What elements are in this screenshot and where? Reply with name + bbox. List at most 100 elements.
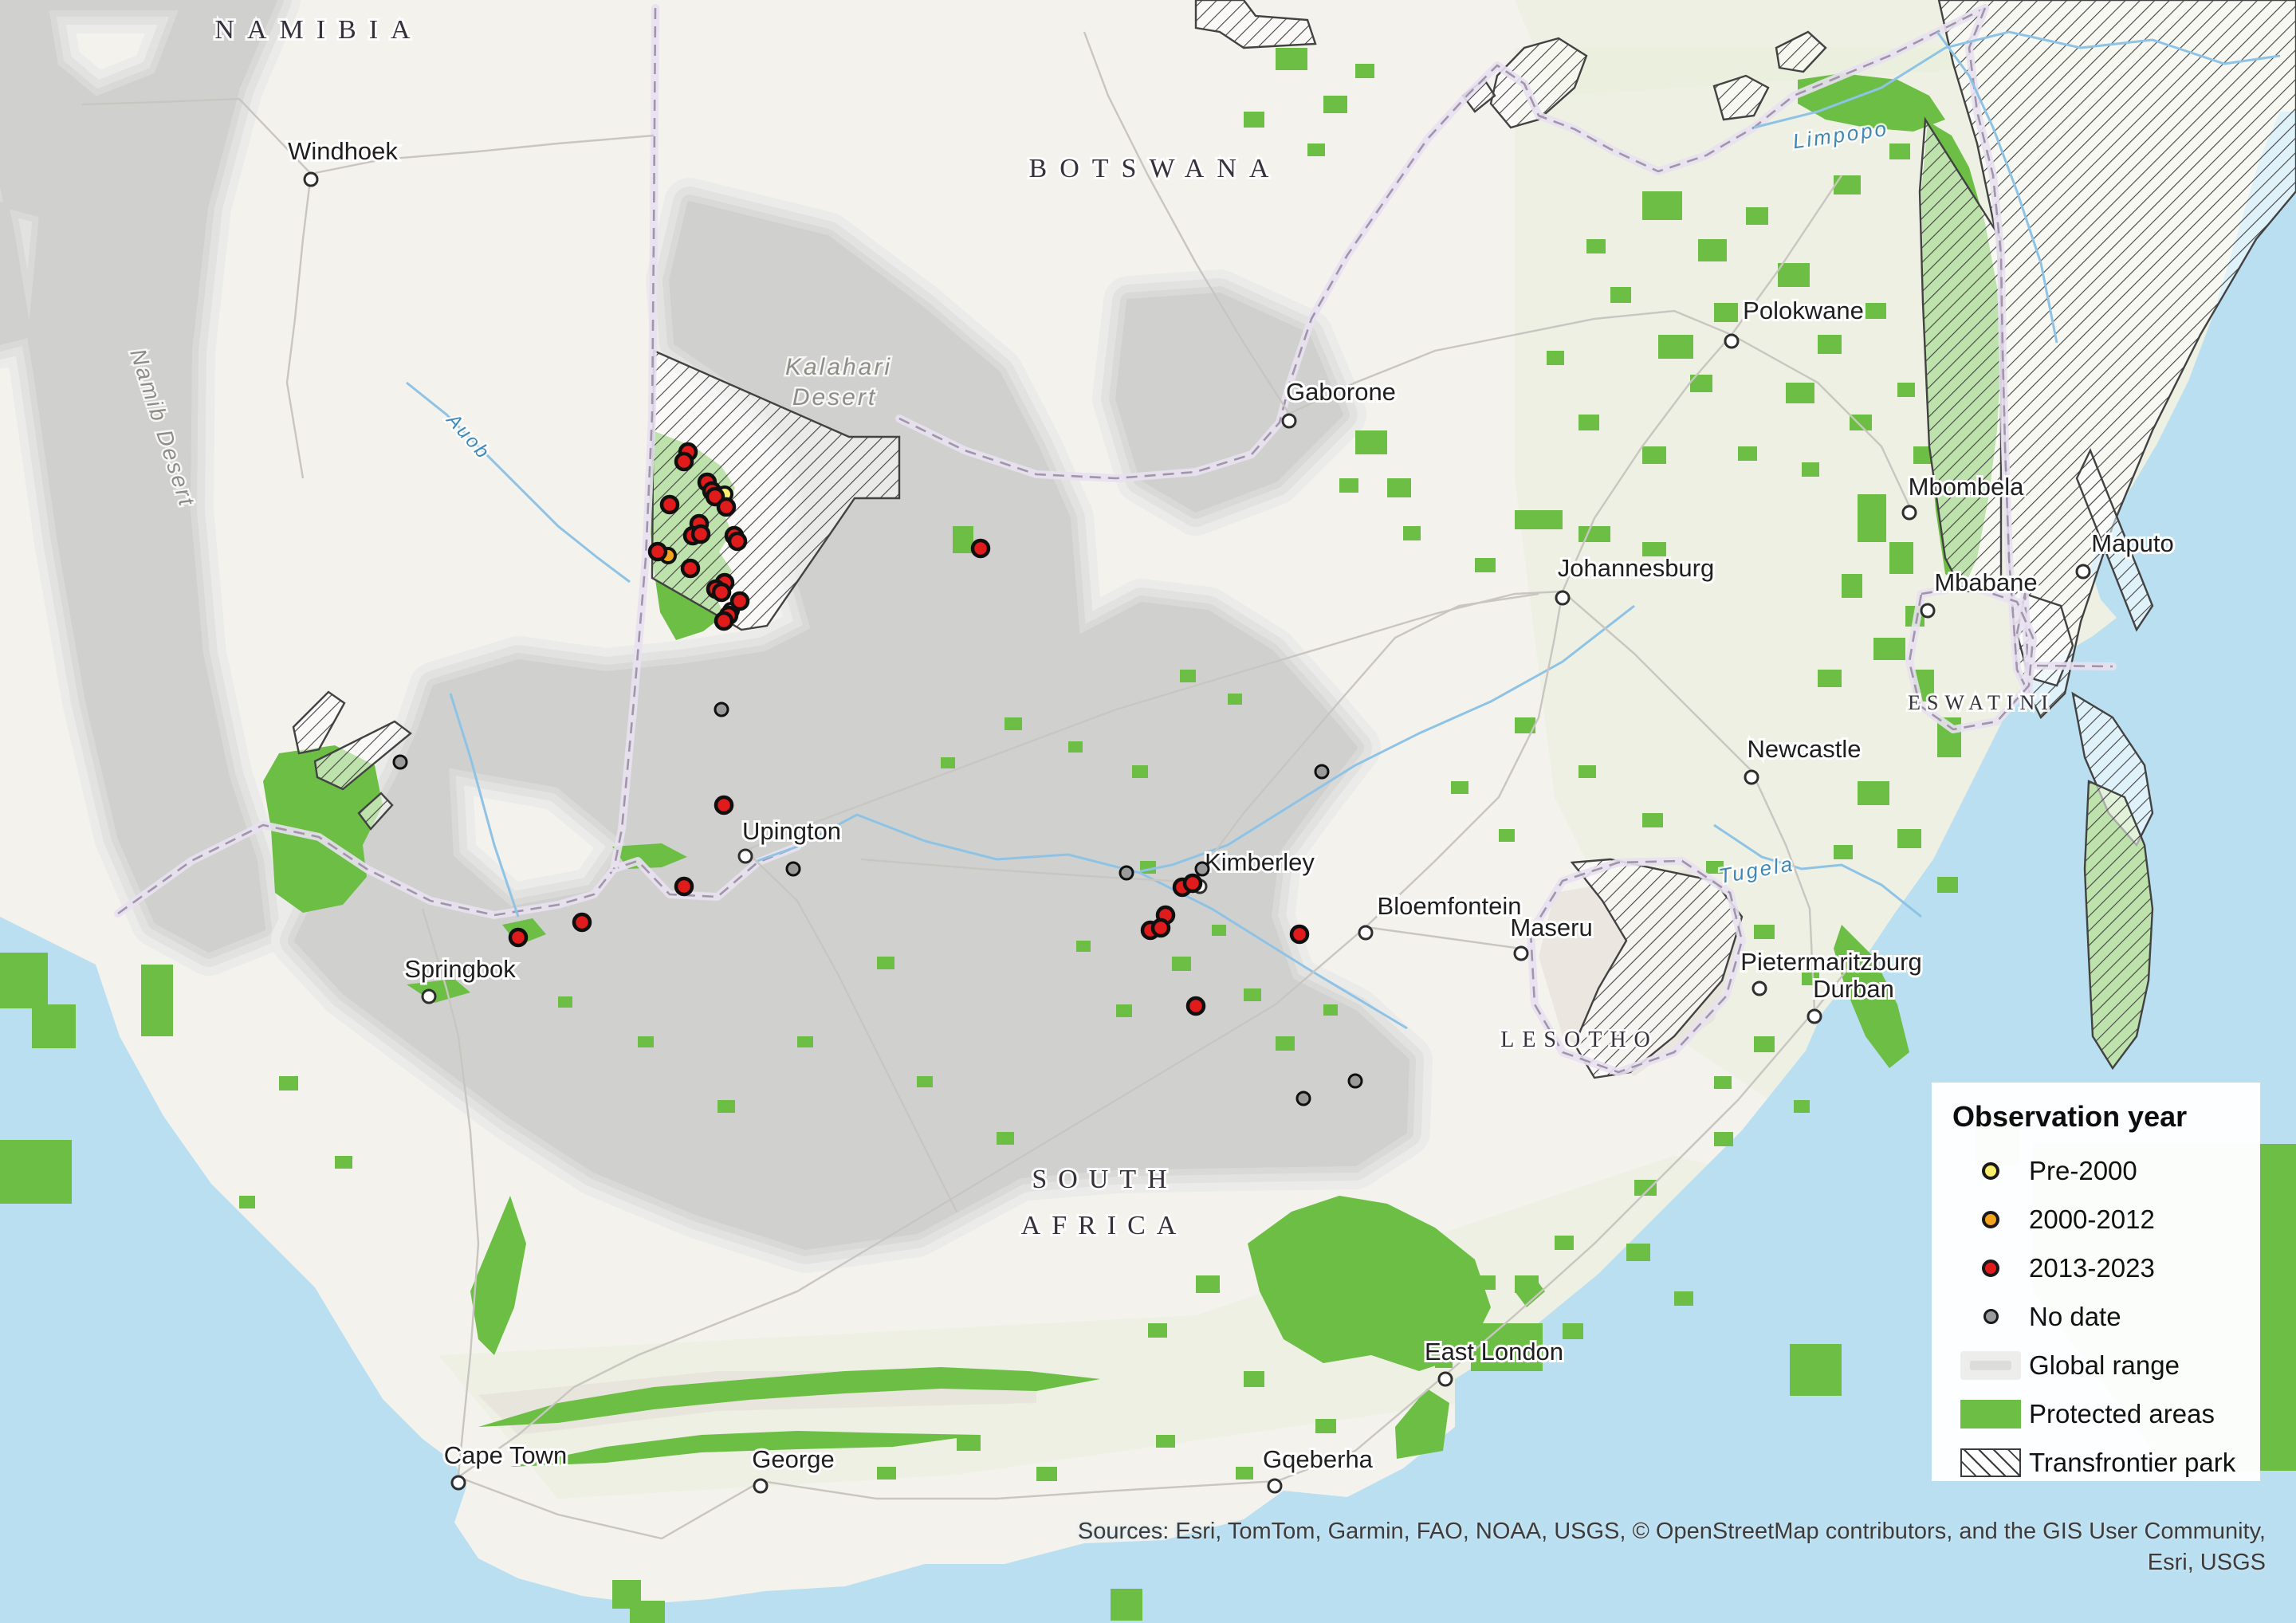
attribution-line-1: Sources: Esri, TomTom, Garmin, FAO, NOAA… [1077,1519,2266,1544]
physical-label-desert: Desert [792,384,877,411]
transfrontier-parks-layer [292,0,2296,1079]
city-marker-icon [1437,1371,1453,1387]
observation-dot-gray [1295,1091,1311,1106]
legend-item-no-date: No date [1952,1292,2260,1341]
global-range-layer [0,0,1433,1273]
observation-dot-red [711,582,732,603]
observation-dot-red [659,494,680,515]
legend-item-2000-2012: 2000-2012 [1952,1195,2260,1244]
city-maputo: Maputo [2075,527,2176,580]
city-marker-icon [421,988,437,1004]
country-labels: NAMIBIA BOTSWANA SOUTH AFRICA LESOTHO ESWATIN… [212,13,2054,1243]
observation-dot-red [1150,918,1171,938]
city-label: Durban [1813,975,1894,1003]
vegetation-tint [438,1156,1834,1499]
city-maseru: Maseru [1508,911,1595,961]
observation-dot-red [716,497,737,517]
observation-dot-red [674,876,694,897]
ocean [0,112,2296,1623]
country-label-botswana: BOTSWANA [1029,154,1282,183]
observation-dot-gray [1194,861,1210,877]
city-gaborone: Gaborone [1281,375,1398,429]
country-label-lesotho: LESOTHO [1500,1028,1658,1052]
observation-dot-red [714,795,734,815]
city-label: Mbabane [1934,568,2037,596]
legend-item-global-range: Global range [1952,1341,2260,1389]
city-windhoek: Windhoek [285,135,400,187]
city-polokwane: Polokwane [1724,294,1866,349]
city-label: Newcastle [1748,735,1862,763]
map-attribution: Sources: Esri, TomTom, Garmin, FAO, NOAA… [1078,1516,2266,1578]
legend-item-transfrontier-park: Transfrontier park [1952,1438,2260,1487]
city-marker-icon [737,848,753,864]
country-label-africa: AFRICA [1021,1211,1188,1240]
country-label-south: SOUTH [1032,1165,1177,1194]
country-label-eswatini: ESWATINI [1908,691,2054,714]
observation-dot-gray [1347,1073,1363,1089]
city-label: Maputo [2091,529,2173,557]
city-label: Gqeberha [1263,1445,1374,1473]
city-label: Cape Town [444,1441,568,1469]
city-marker-icon [753,1478,769,1494]
city-marker-icon [1555,590,1571,606]
city-kimberley: Kimberley [1192,846,1317,894]
city-label: Springbok [404,955,516,983]
observations-gray [392,701,1363,1106]
city-mbabane: Mbabane [1920,566,2040,619]
city-johannesburg: Johannesburg [1555,552,1716,606]
city-durban: Durban [1807,973,1897,1024]
city-mbombela: Mbombela [1901,470,2027,521]
map-legend: Observation year Pre-2000 2000-2012 2013… [1932,1083,2260,1481]
city-upington: Upington [737,815,843,864]
city-label: Bloemfontein [1378,892,1522,920]
city-cape-town: Cape Town [442,1439,569,1491]
city-springbok: Springbok [402,953,518,1004]
transfrontier-park-swatch-icon [1960,1448,2021,1477]
city-label: Windhoek [288,137,398,165]
city-markers: Windhoek Gaborone Polokwane Johannesburg Mbo… [285,135,2176,1494]
city-george: George [749,1443,837,1494]
2000-2012-dot-icon [1982,1210,1999,1228]
observation-dot-red [647,541,668,562]
observation-dot-gray [1119,865,1134,881]
city-label: East London [1425,1338,1563,1366]
attribution-line-2: Esri, USGS [2147,1550,2266,1575]
legend-item-2013-2023: 2013-2023 [1952,1244,2260,1292]
observation-dot-red [1185,996,1206,1016]
legend-title: Observation year [1952,1100,2188,1133]
observation-dot-red [714,611,734,631]
city-newcastle: Newcastle [1744,733,1864,785]
city-marker-icon [1724,333,1740,349]
no-date-dot-icon [1983,1309,1999,1324]
city-label: Polokwane [1743,297,1864,324]
2013-2023-dot-icon [1982,1259,1999,1277]
city-marker-icon [1267,1478,1283,1494]
observation-dot-red [729,591,750,611]
country-borders [114,4,2117,1076]
city-marker-icon [1513,945,1529,961]
city-label: Johannesburg [1558,554,1715,582]
city-marker-icon [1358,925,1374,941]
observation-dot-gray [714,701,729,717]
global-range-swatch-icon [1960,1350,2021,1380]
city-marker-icon [1751,980,1767,996]
city-marker-icon [1744,769,1759,785]
legend-item-pre2000: Pre-2000 [1952,1146,2260,1195]
city-gqeberha: Gqeberha [1260,1443,1376,1494]
observation-dot-red [690,524,711,544]
pre2000-dot-icon [1982,1161,1999,1180]
city-bloemfontein: Bloemfontein [1358,890,1523,941]
observation-dot-red [1289,924,1310,945]
physical-label-kalahari: Kalahari [785,354,892,380]
observation-dot-gray [785,861,801,877]
country-label-namibia: NAMIBIA [214,15,423,45]
city-label: Gaborone [1286,378,1396,406]
observation-dot-gray [392,754,408,770]
observation-dot-red [1182,873,1203,894]
observation-dot-red [674,451,694,472]
city-marker-icon [2075,564,2091,580]
observation-dot-red [970,538,991,559]
city-label: Pietermaritzburg [1740,948,1921,976]
observation-dot-gray [1314,764,1330,780]
